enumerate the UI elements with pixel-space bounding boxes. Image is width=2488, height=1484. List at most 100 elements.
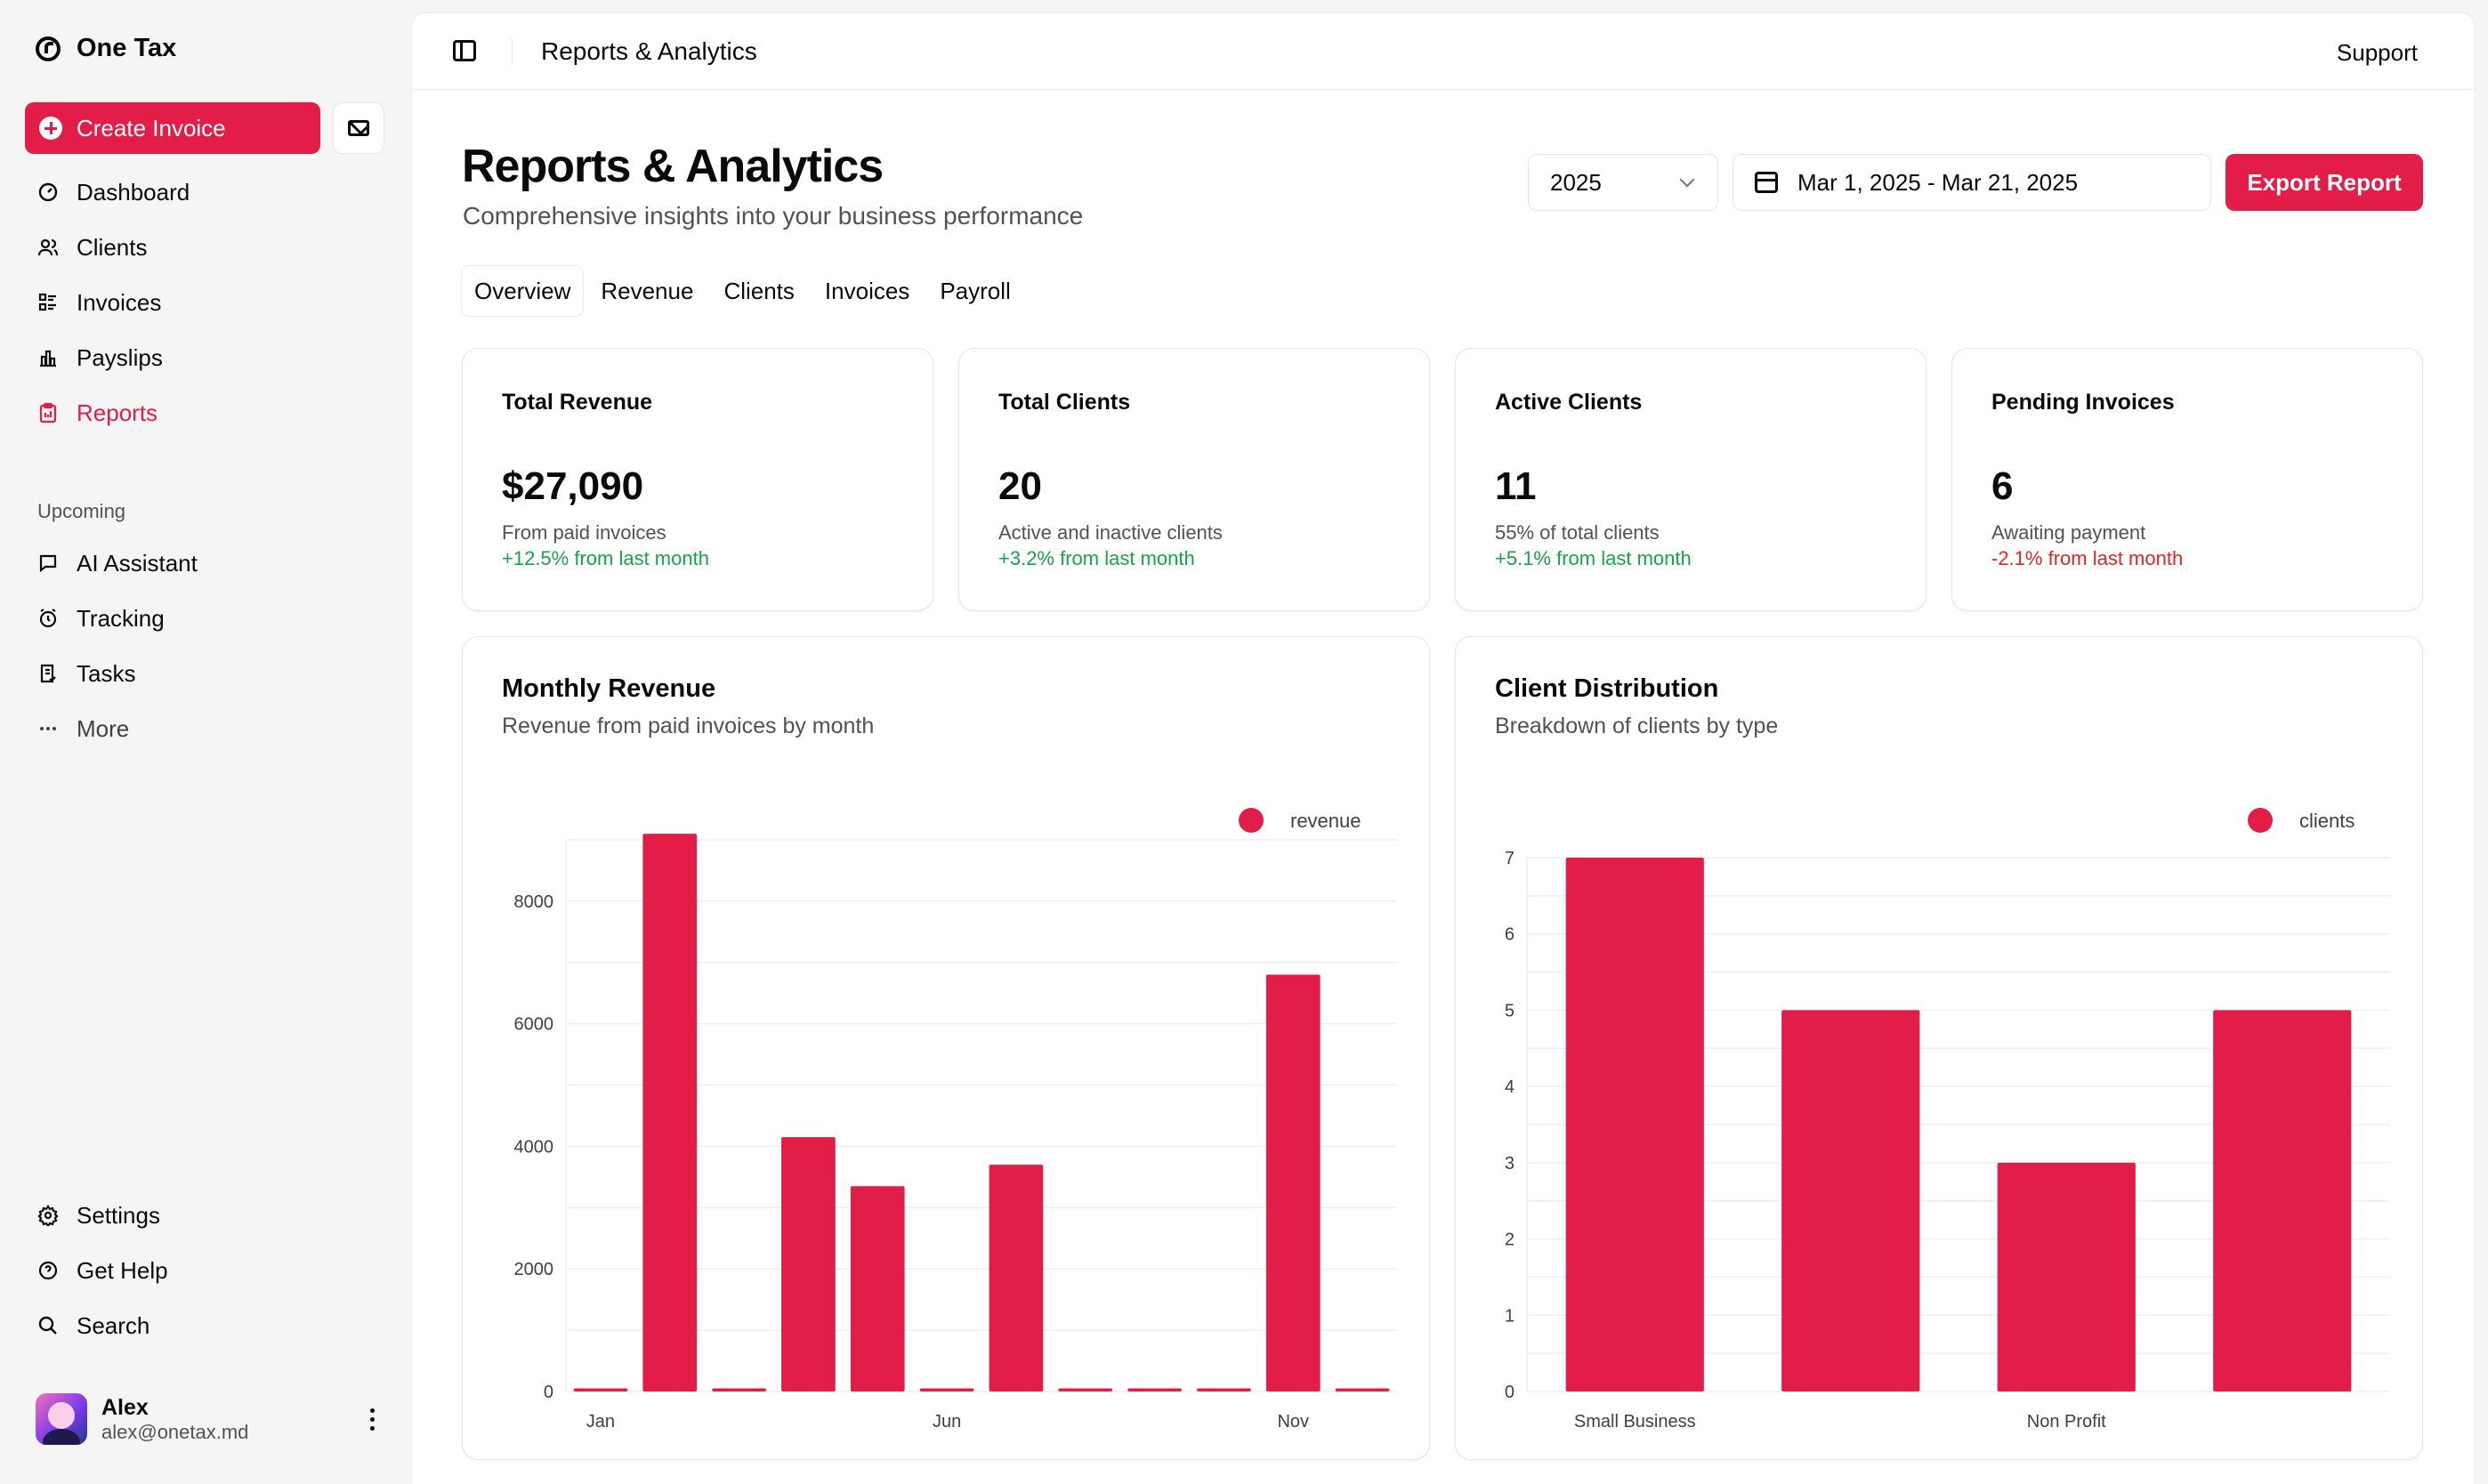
list-icon: [37, 292, 59, 313]
sidebar-item-search[interactable]: Search: [25, 1298, 384, 1353]
support-link[interactable]: Support: [2336, 39, 2418, 66]
bar: [1335, 1388, 1390, 1391]
monthly-revenue-chart: 0 2000 4000 6000 8000 Jan Jun Nov revenue: [514, 808, 1397, 1432]
sidebar-item-label: Dashboard: [77, 178, 190, 206]
sidebar-item-label: Payslips: [77, 343, 163, 371]
y-tick-label: 3: [1505, 1154, 1515, 1173]
kpi-value: 6: [1991, 464, 2014, 508]
message-icon: [37, 552, 59, 574]
sidebar-item-label: Tasks: [77, 659, 136, 687]
user-info: Alex alex@onetax.md: [101, 1395, 248, 1444]
create-invoice-label: Create Invoice: [77, 114, 226, 141]
sidebar-item-invoices[interactable]: Invoices: [25, 275, 384, 330]
users-icon: [37, 237, 59, 258]
date-range-picker[interactable]: Mar 1, 2025 - Mar 21, 2025: [1733, 154, 2211, 211]
sidebar-item-label: Invoices: [77, 288, 162, 316]
plus-circle-icon: [39, 117, 62, 140]
bar: [1781, 1010, 1920, 1391]
user-name: Alex: [101, 1394, 149, 1420]
sidebar-item-label: More: [77, 714, 130, 742]
clipboard-icon: [37, 402, 59, 423]
checklist-icon: [37, 663, 59, 684]
sidebar-item-reports[interactable]: Reports: [25, 385, 384, 440]
chart-subtitle: Breakdown of clients by type: [1495, 714, 1779, 738]
date-range-value: Mar 1, 2025 - Mar 21, 2025: [1797, 168, 2079, 196]
x-tick-label: Jan: [586, 1412, 615, 1432]
main-panel: Reports & Analytics Support Reports & An…: [411, 12, 2476, 1484]
tab-payroll[interactable]: Payroll: [940, 277, 1011, 304]
bar: [919, 1388, 974, 1391]
user-profile[interactable]: Alex alex@onetax.md: [36, 1393, 383, 1445]
tab-clients[interactable]: Clients: [723, 277, 795, 304]
sidebar-item-settings[interactable]: Settings: [25, 1188, 384, 1243]
more-vertical-icon[interactable]: [361, 1401, 383, 1437]
topbar: Reports & Analytics Support: [412, 13, 2475, 90]
kpi-card-pending-invoices: Pending Invoices 6 Awaiting payment -2.1…: [1951, 348, 2423, 611]
kpi-card-total-clients: Total Clients 20 Active and inactive cli…: [958, 348, 1430, 611]
kpi-value: 11: [1495, 464, 1537, 508]
y-tick-label: 8000: [514, 892, 554, 912]
ellipsis-icon: [37, 718, 59, 739]
sidebar-item-tasks[interactable]: Tasks: [25, 646, 384, 701]
chevron-down-icon: [1679, 172, 1695, 188]
page-subtitle: Comprehensive insights into your busines…: [463, 202, 1084, 230]
sidebar-item-payslips[interactable]: Payslips: [25, 330, 384, 385]
create-invoice-button[interactable]: Create Invoice: [25, 102, 320, 154]
client-distribution-chart: 0 1 2 3 4 5 6 7 Small Business Non Profit clients: [1505, 808, 2390, 1432]
y-tick-label: 0: [1505, 1383, 1515, 1402]
x-tick-label: Nov: [1277, 1412, 1309, 1432]
help-circle-icon: [37, 1260, 59, 1281]
bar: [989, 1165, 1044, 1391]
year-value: 2025: [1550, 168, 1602, 196]
bar: [850, 1186, 905, 1391]
kpi-trend: -2.1% from last month: [1991, 547, 2184, 569]
section-label-upcoming: Upcoming: [37, 500, 126, 522]
sidebar-item-dashboard[interactable]: Dashboard: [25, 165, 384, 220]
chart-card-monthly-revenue: Monthly Revenue Revenue from paid invoic…: [462, 636, 1430, 1460]
kpi-card-active-clients: Active Clients 11 55% of total clients +…: [1455, 348, 1927, 611]
export-report-button[interactable]: Export Report: [2225, 154, 2423, 211]
sidebar-item-label: Reports: [77, 399, 158, 426]
y-tick-label: 1: [1505, 1306, 1515, 1326]
kpi-title: Total Clients: [998, 390, 1131, 415]
x-tick-label: Small Business: [1574, 1412, 1696, 1432]
bar: [1127, 1388, 1182, 1391]
report-tabs: Overview Revenue Clients Invoices Payrol…: [462, 266, 1023, 316]
brand[interactable]: One Tax: [36, 34, 176, 63]
calendar-icon: [1755, 172, 1778, 193]
app-name: One Tax: [77, 34, 177, 62]
topbar-title: Reports & Analytics: [541, 37, 757, 65]
sidebar-item-label: Search: [77, 1311, 150, 1339]
sidebar-item-more[interactable]: More: [25, 701, 384, 756]
kpi-title: Active Clients: [1495, 390, 1643, 415]
bar: [712, 1388, 766, 1391]
sidebar-item-ai-assistant[interactable]: AI Assistant: [25, 536, 384, 591]
bar: [642, 834, 698, 1391]
y-tick-label: 4000: [514, 1137, 554, 1157]
tab-invoices[interactable]: Invoices: [824, 277, 910, 304]
page-title: Reports & Analytics: [462, 141, 884, 192]
avatar: [36, 1393, 87, 1445]
bar-chart-icon: [37, 347, 59, 368]
legend-label: clients: [2299, 810, 2355, 832]
main-nav: Dashboard Clients Invoices Payslips Repo…: [25, 165, 384, 440]
kpi-note: Awaiting payment: [1991, 521, 2146, 544]
sidebar-item-label: Clients: [77, 233, 148, 261]
chart-card-client-distribution: Client Distribution Breakdown of clients…: [1455, 636, 2423, 1460]
year-select[interactable]: 2025: [1528, 154, 1718, 211]
kpi-trend: +3.2% from last month: [998, 547, 1195, 569]
tab-revenue[interactable]: Revenue: [601, 277, 694, 304]
sidebar-item-clients[interactable]: Clients: [25, 220, 384, 275]
tab-overview[interactable]: Overview: [462, 266, 584, 316]
kpi-note: Active and inactive clients: [998, 521, 1223, 544]
gear-icon: [37, 1205, 59, 1226]
gauge-icon: [37, 181, 59, 203]
sidebar-toggle-icon[interactable]: [453, 40, 476, 61]
sidebar-item-get-help[interactable]: Get Help: [25, 1243, 384, 1298]
sidebar-item-tracking[interactable]: Tracking: [25, 591, 384, 646]
divider: [512, 38, 513, 65]
bar: [1565, 858, 1704, 1391]
y-tick-label: 6: [1505, 925, 1515, 945]
inbox-button[interactable]: [333, 102, 384, 154]
alarm-clock-icon: [37, 608, 59, 629]
